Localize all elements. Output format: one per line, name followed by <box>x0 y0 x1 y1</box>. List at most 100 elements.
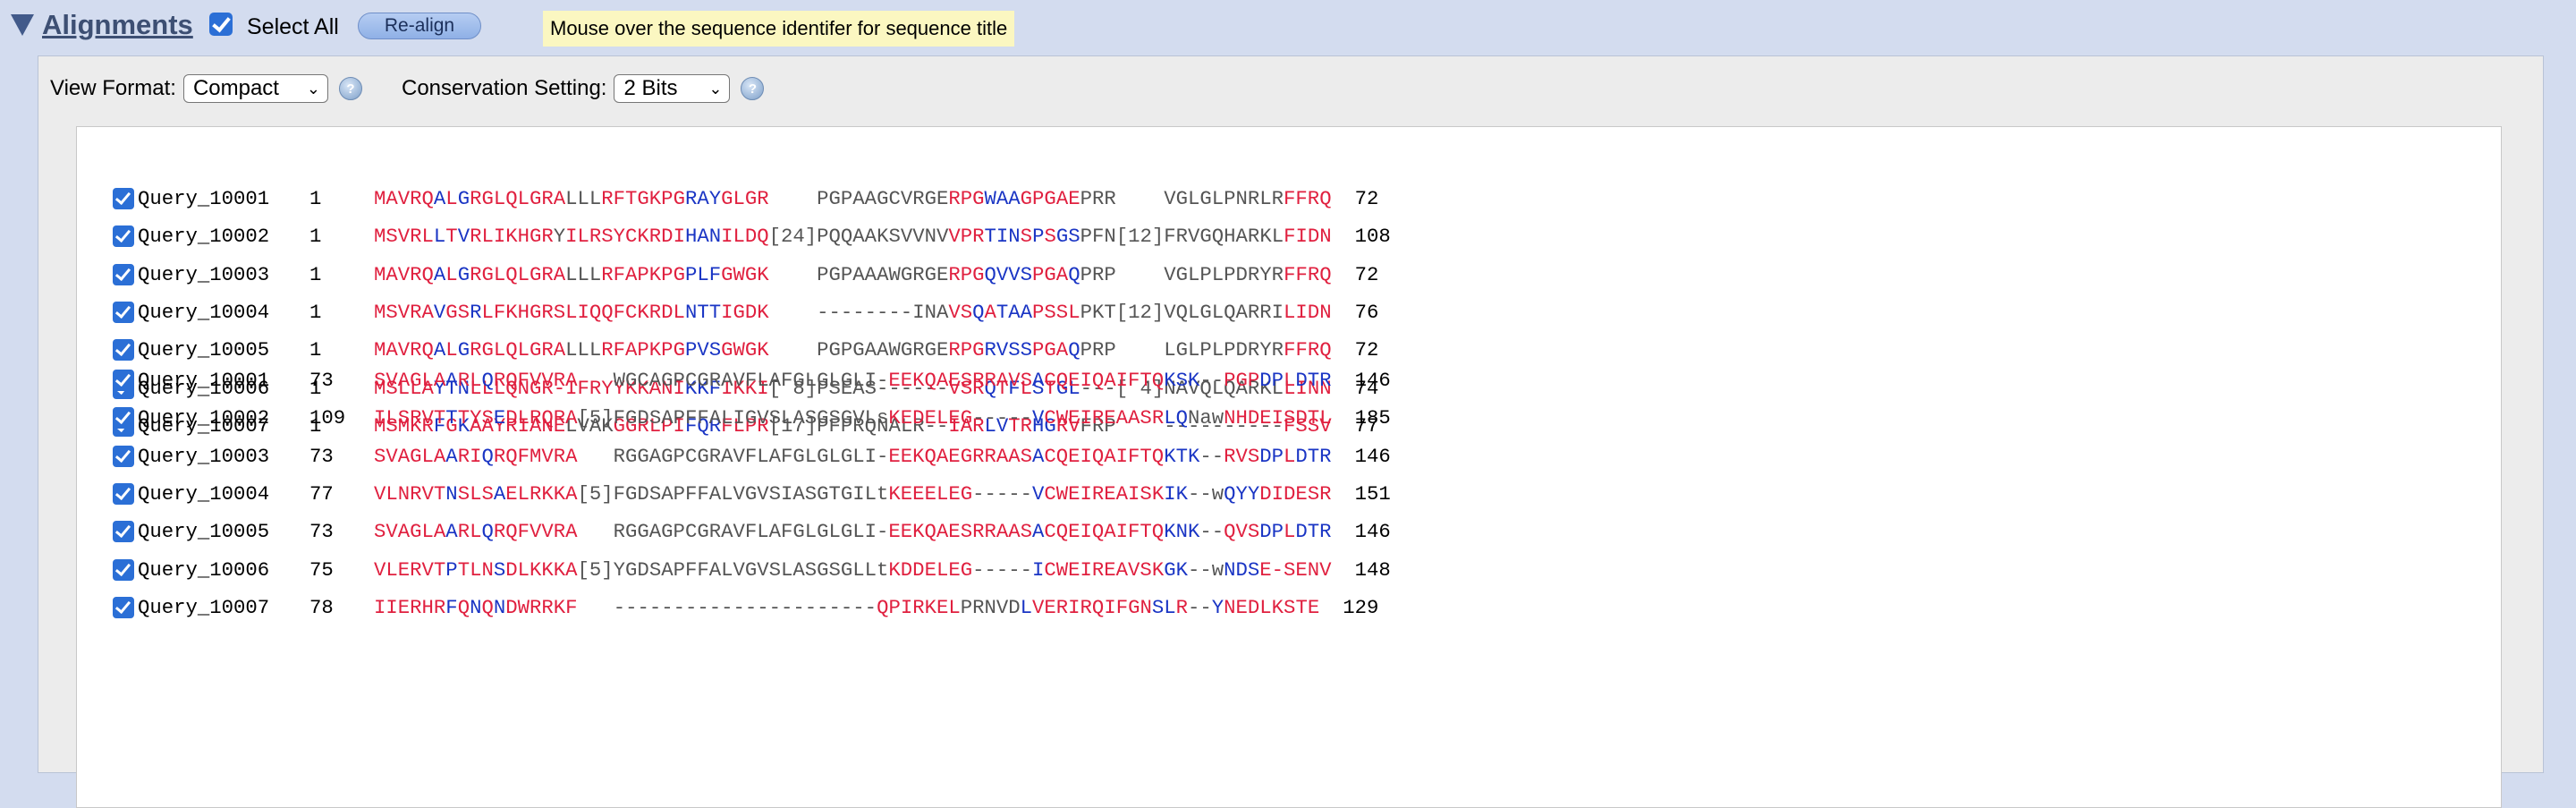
alignments-title[interactable]: Alignments <box>42 9 193 40</box>
residue-segment: LLLQNGR-IFRYYKKANI <box>470 376 685 400</box>
residue-segment: FQR <box>684 413 722 438</box>
residue-segment: MSVRL <box>374 225 434 249</box>
residue-segment: G <box>457 262 470 286</box>
residue-segment: ----- <box>972 557 1032 582</box>
residue-segment: RFTGKPG <box>601 187 685 210</box>
residue-segment: KEDELEG <box>888 406 973 430</box>
residue-segment: Q <box>481 595 494 619</box>
residue-segment: RAY <box>684 187 722 210</box>
sequence-id[interactable]: Query_10002 <box>138 225 270 249</box>
end-position: 148 <box>1354 557 1391 582</box>
residue-segment: MAVRQ <box>374 338 434 362</box>
residue-segment: ILRSYCKRDI <box>565 225 685 249</box>
end-position: 146 <box>1354 369 1391 392</box>
residue-segment: PRNVD <box>960 595 1021 619</box>
residue-segment: A <box>433 262 446 286</box>
residue-segment: DWRRKF <box>505 595 578 619</box>
row-select-checkbox[interactable] <box>113 263 134 285</box>
residue-segment: Y <box>553 225 566 249</box>
residue-segment: CQEIQAIFTQ <box>1044 520 1165 544</box>
residue-segment: [ 8]PSEAS------ <box>768 376 949 400</box>
sequence-id[interactable]: Query_10006 <box>138 557 270 582</box>
end-position: 77 <box>1354 413 1379 438</box>
row-select-checkbox[interactable] <box>113 339 134 361</box>
start-position: 1 <box>309 338 322 362</box>
residue-segment: FFRQ <box>1284 187 1332 210</box>
help-icon[interactable]: ? <box>741 77 765 100</box>
residue-segment: Q <box>481 520 494 544</box>
row-select-checkbox[interactable] <box>113 188 134 209</box>
view-format-select[interactable]: Compact ⌄ <box>182 74 328 103</box>
sequence-id[interactable]: Query_10007 <box>138 595 270 619</box>
residue-segment: --------INA <box>768 300 949 324</box>
sequence-residues: MSVRAVGSRLFKHGRSLIQQFCKRDLNTTIGDK ------… <box>374 301 1332 324</box>
residue-segment: Y <box>1211 595 1224 619</box>
row-select-checkbox[interactable] <box>113 558 134 581</box>
residue-segment: DIDESR <box>1259 481 1332 506</box>
sequence-id[interactable]: Query_10004 <box>138 300 270 324</box>
residue-segment: V <box>433 300 446 324</box>
select-all-checkbox[interactable] <box>209 13 233 36</box>
residue-segment: PRR VGLGLPNRLR <box>1080 187 1284 210</box>
residue-segment: -- <box>1199 369 1224 392</box>
realign-button[interactable]: Re-align <box>358 13 481 39</box>
residue-segment: MAVRQ <box>374 187 434 210</box>
residue-segment: V <box>457 225 470 249</box>
residue-segment: KKF <box>684 376 722 400</box>
sequence-id[interactable]: Query_10003 <box>138 444 270 468</box>
start-position: 1 <box>309 413 322 438</box>
end-position: 72 <box>1354 338 1379 362</box>
residue-segment: PGA <box>1032 262 1069 286</box>
sequence-id[interactable]: Query_10002 <box>138 406 270 430</box>
residue-segment: Q <box>1068 338 1080 362</box>
residue-segment: GWGK <box>721 262 769 286</box>
sequence-id[interactable]: Query_10003 <box>138 262 270 286</box>
residue-segment: HG <box>1032 413 1056 438</box>
residue-segment: LIQQFCKRDL <box>565 300 685 324</box>
residue-segment: L <box>433 225 446 249</box>
sequence-id[interactable]: Query_10004 <box>138 481 270 506</box>
residue-segment: -- <box>1199 520 1224 544</box>
row-select-checkbox[interactable] <box>113 445 134 467</box>
residue-segment: R <box>470 300 482 324</box>
start-position: 75 <box>309 557 334 582</box>
row-select-checkbox[interactable] <box>113 596 134 618</box>
alignment-row: Query_10005 73 SVAGLAARLQRQFVVRA RGGAGPCGR… <box>113 514 1391 549</box>
residue-segment: DP <box>1259 444 1284 468</box>
row-select-checkbox[interactable] <box>113 225 134 248</box>
residue-segment: LLL <box>565 338 602 362</box>
residue-segment: TIN <box>984 225 1021 249</box>
sequence-id[interactable]: Query_10001 <box>138 369 270 392</box>
collapse-triangle-icon[interactable] <box>11 14 34 36</box>
sequence-id[interactable]: Query_10005 <box>138 338 270 362</box>
residue-segment: SL <box>1151 595 1176 619</box>
residue-segment: GK <box>1164 557 1188 582</box>
start-position: 73 <box>309 520 334 544</box>
residue-segment: PLF <box>684 262 722 286</box>
residue-segment: Q <box>481 369 494 392</box>
residue-segment: GGRLPI <box>613 413 685 438</box>
conservation-select[interactable]: 2 Bits ⌄ <box>614 74 731 103</box>
row-select-checkbox[interactable] <box>113 482 134 505</box>
residue-segment: FFRQ <box>1284 262 1332 286</box>
sequence-id[interactable]: Query_10007 <box>138 413 270 438</box>
row-select-checkbox[interactable] <box>113 301 134 323</box>
help-icon[interactable]: ? <box>338 77 362 100</box>
row-select-checkbox[interactable] <box>113 370 134 391</box>
row-select-checkbox[interactable] <box>113 407 134 430</box>
residue-segment: ILSRVT <box>374 406 446 430</box>
residue-segment: LVAK <box>565 413 614 438</box>
residue-segment: G <box>457 187 470 210</box>
sequence-id[interactable]: Query_10006 <box>138 376 270 400</box>
row-select-checkbox[interactable] <box>113 521 134 543</box>
residue-segment: EEKQAESRRAVS <box>888 369 1032 392</box>
residue-segment: VLERVT <box>374 557 446 582</box>
residue-segment: R <box>1175 595 1188 619</box>
residue-segment: RI <box>457 444 482 468</box>
sequence-id[interactable]: Query_10005 <box>138 520 270 544</box>
start-position: 73 <box>309 444 334 468</box>
residue-segment: I <box>1032 557 1045 582</box>
end-position: 76 <box>1354 300 1379 324</box>
alignment-row: Query_10004 1 MSVRAVGSRLFKHGRSLIQQFCKRDLNT… <box>113 294 1378 330</box>
sequence-id[interactable]: Query_10001 <box>138 187 270 210</box>
